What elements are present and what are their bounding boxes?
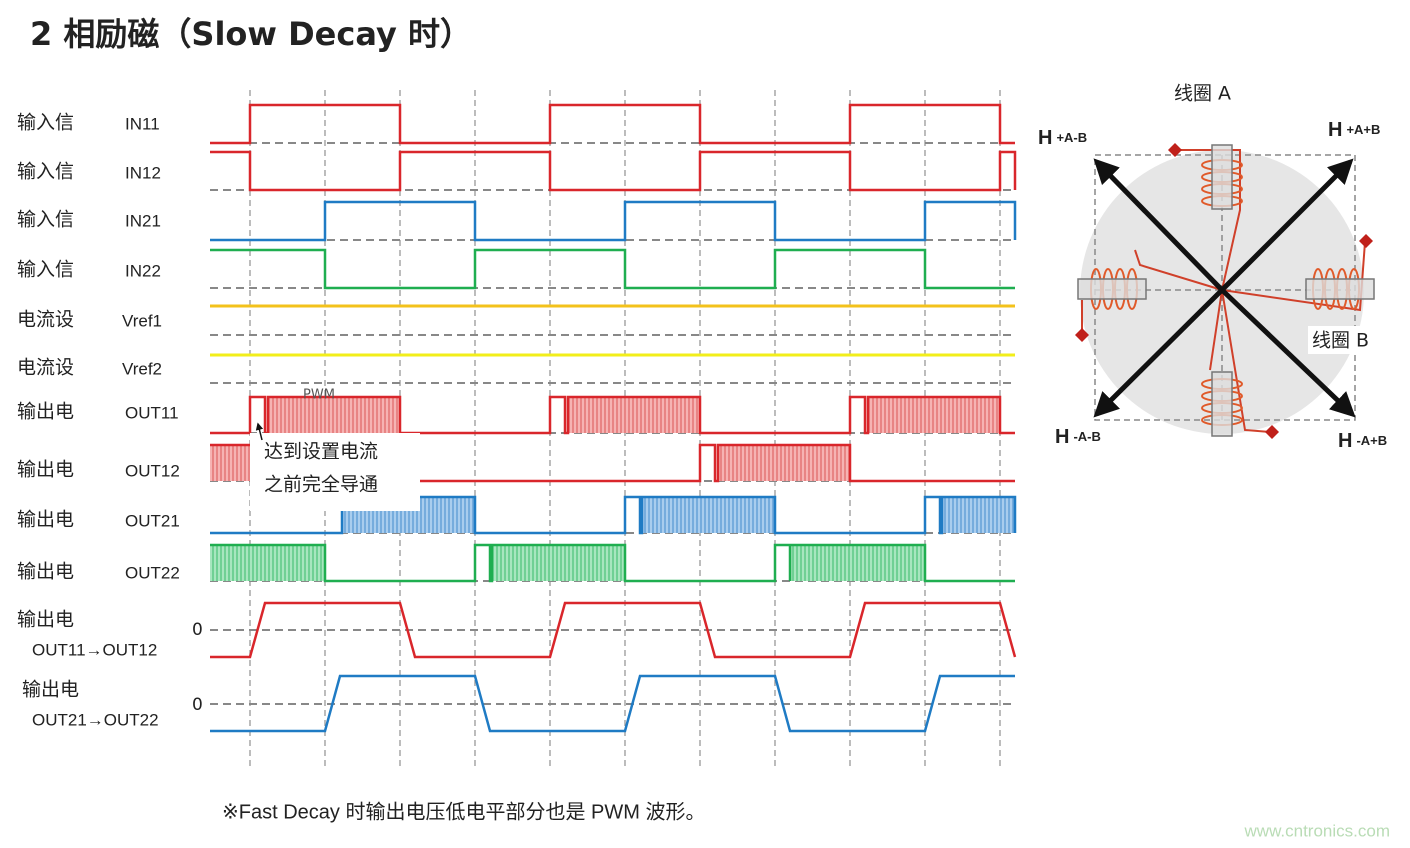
waveform — [210, 543, 1015, 583]
title: 2 相励磁（Slow Decay 时） — [30, 15, 472, 53]
row-label: 电流设 — [17, 357, 74, 379]
signal-name: OUT11→OUT12 — [32, 640, 157, 659]
row-label: 输出电 — [22, 679, 79, 701]
callout-line: 之前完全导通 — [264, 474, 378, 496]
waveform — [210, 103, 1015, 145]
vector-diagram — [1075, 143, 1375, 439]
signal-name: OUT11 — [125, 403, 179, 422]
corner-label: H -A-B — [1055, 426, 1101, 448]
signal-name: Vref1 — [122, 311, 162, 330]
pwm-region — [642, 497, 775, 533]
row-labels: 输入信 IN11 输入信 IN12 输入信 IN21 输入信 IN22 电流设 Vref1 电流设 V… — [17, 112, 180, 730]
zero-label: 0 — [192, 695, 203, 715]
corner-sub: -A+B — [1356, 433, 1387, 448]
waveforms — [210, 90, 1017, 770]
signal-name: Vref2 — [122, 359, 162, 378]
pwm-region — [210, 545, 325, 581]
corner-label: H +A-B — [1038, 127, 1087, 149]
row-label: 输出电 — [17, 609, 74, 631]
waveform — [210, 495, 1017, 535]
pwm-region — [492, 545, 625, 581]
signal-name: IN21 — [125, 211, 161, 230]
pwm-region — [568, 397, 700, 433]
signal-name: IN22 — [125, 261, 161, 280]
waveform — [210, 200, 1017, 242]
corner-sub: +A+B — [1346, 122, 1380, 137]
corner-label: H -A+B — [1338, 430, 1387, 452]
corner-main: H — [1338, 430, 1352, 452]
signal-name: OUT22 — [125, 563, 180, 582]
row-label: 输入信 — [17, 209, 74, 231]
waveform — [210, 601, 1017, 659]
pwm-region — [942, 497, 1015, 533]
row-label: 输入信 — [17, 259, 74, 281]
corner-main: H — [1038, 127, 1052, 149]
corner-main: H — [1328, 119, 1342, 141]
coil-b-label: 线圈 B — [1312, 330, 1369, 352]
row-label: 输出电 — [17, 561, 74, 583]
row-label: 输出电 — [17, 401, 74, 423]
signal-name: OUT21 — [125, 511, 180, 530]
row-label: 输出电 — [17, 459, 74, 481]
coil-a-label: 线圈 A — [1174, 83, 1231, 105]
pwm-region — [790, 545, 925, 581]
row-label: 输入信 — [17, 112, 74, 134]
corner-labels: H +A-B H +A+B H -A-B H -A+B — [1038, 119, 1387, 452]
signal-name: OUT12 — [125, 461, 180, 480]
footnote: ※Fast Decay 时输出电压低电平部分也是 PWM 波形。 — [222, 800, 705, 823]
corner-sub: -A-B — [1073, 429, 1100, 444]
pwm-label: PWM — [303, 388, 335, 403]
signal-name: IN11 — [125, 114, 160, 133]
pwm-region — [268, 397, 400, 433]
callout-line: 达到设置电流 — [264, 441, 378, 463]
waveform — [210, 248, 1015, 290]
signal-name: OUT21→OUT22 — [32, 710, 159, 729]
pwm-region — [868, 397, 1000, 433]
corner-label: H +A+B — [1328, 119, 1380, 141]
watermark: www.cntronics.com — [1244, 821, 1390, 840]
corner-main: H — [1055, 426, 1069, 448]
callout-arrow — [255, 422, 264, 441]
callout-box — [250, 433, 420, 511]
row-label: 输出电 — [17, 509, 74, 531]
waveform — [210, 674, 1015, 733]
pwm-region — [718, 445, 850, 481]
corner-sub: +A-B — [1056, 130, 1087, 145]
row-label: 输入信 — [17, 161, 74, 183]
zero-label: 0 — [192, 620, 203, 640]
signal-name: IN12 — [125, 163, 161, 182]
coil-b-bg — [1308, 326, 1388, 354]
waveform — [210, 150, 1017, 192]
row-label: 电流设 — [17, 309, 74, 331]
